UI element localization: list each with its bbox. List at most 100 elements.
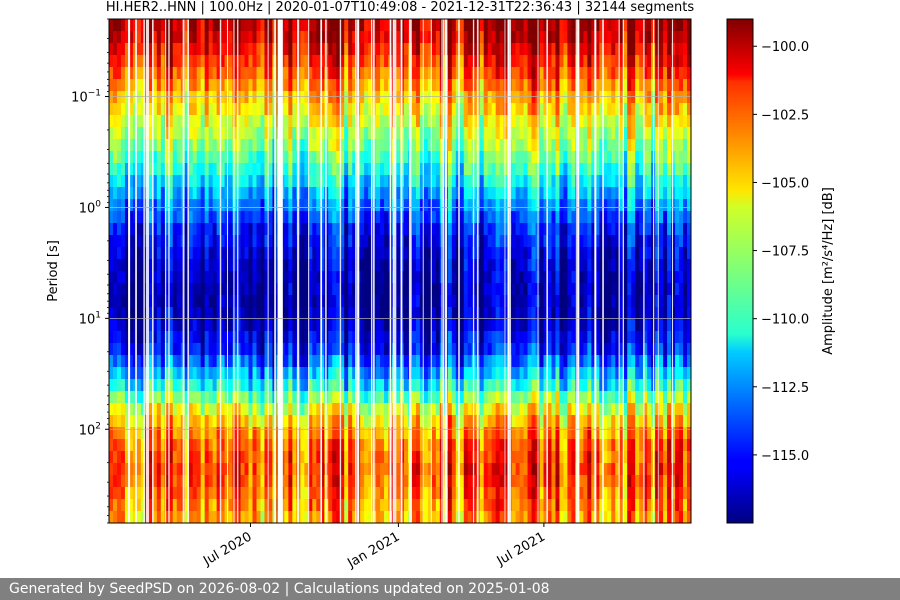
heatmap-cell [176,499,182,512]
heatmap-cell [128,439,134,452]
heatmap-cell [447,175,453,188]
heatmap-cell [479,43,485,56]
heatmap-cell [232,451,238,464]
heatmap-cell [168,259,174,272]
heatmap-cell [212,115,218,128]
heatmap-cell [136,43,142,56]
heatmap-cell [164,487,170,500]
heatmap-cell [567,319,573,332]
heatmap-cell [483,475,489,488]
heatmap-cell [368,139,373,152]
heatmap-cell [511,163,517,176]
heatmap-cell [124,223,130,236]
heatmap-cell [344,235,349,248]
heatmap-cell [300,199,305,212]
heatmap-cell [463,115,469,128]
heatmap-cell [411,379,417,392]
heatmap-cell [320,139,325,152]
heatmap-cell [228,475,234,488]
heatmap-cell [252,391,258,404]
heatmap-cell [236,67,242,80]
heatmap-cell [479,511,485,523]
heatmap-cell [109,19,114,32]
heatmap-cell [467,427,473,440]
heatmap-cell [503,295,509,308]
heatmap-cell [451,235,457,248]
heatmap-cell [140,415,146,428]
heatmap-cell [451,91,457,104]
heatmap-cell [423,199,429,212]
heatmap-cell [308,367,313,380]
heatmap-cell [519,499,525,512]
heatmap-cell [216,79,222,92]
heatmap-cell [140,307,146,320]
heatmap-cell [563,355,569,368]
heatmap-cell [172,163,178,176]
heatmap-cell [567,103,573,116]
heatmap-cell [332,247,337,260]
heatmap-cell [419,223,425,236]
heatmap-cell [539,295,545,308]
heatmap-cell [128,475,134,488]
heatmap-cell [479,355,485,368]
heatmap-cell [236,295,242,308]
heatmap-cell [463,307,469,320]
heatmap-cell [156,55,162,68]
heatmap-cell [483,223,489,236]
heatmap-cell [204,511,210,523]
heatmap-cell [431,463,437,476]
heatmap-cell [523,499,529,512]
heatmap-cell [204,355,210,368]
heatmap-cell [479,103,485,116]
heatmap-cell [192,187,198,200]
heatmap-cell [140,199,146,212]
heatmap-cell [136,91,142,104]
heatmap-cell [423,187,429,200]
heatmap-cell [160,475,166,488]
heatmap-cell [216,151,222,164]
heatmap-cell [531,451,537,464]
heatmap-cell [495,379,501,392]
heatmap-cell [487,79,493,92]
heatmap-cell [336,115,341,128]
heatmap-cell [160,367,166,380]
heatmap-cell [543,331,549,344]
heatmap-cell [112,319,118,332]
heatmap-cell [511,499,517,512]
heatmap-cell [248,343,254,356]
heatmap-cell [320,379,325,392]
heatmap-cell [435,235,441,248]
heatmap-cell [120,499,126,512]
heatmap-cell [467,247,473,260]
heatmap-cell [268,199,274,212]
heatmap-cell [112,223,118,236]
heatmap-cell [336,427,341,440]
heatmap-cell [112,427,118,440]
heatmap-cell [148,163,154,176]
heatmap-cell [268,319,274,332]
heatmap-cell [188,487,194,500]
heatmap-cell [459,463,465,476]
heatmap-cell [264,475,270,488]
heatmap-cell [308,259,313,272]
heatmap-cell [455,475,461,488]
heatmap-cell [172,247,178,260]
heatmap-cell [168,139,174,152]
heatmap-cell [308,343,313,356]
heatmap-cell [240,235,246,248]
heatmap-cell [551,223,557,236]
heatmap-cell [204,259,210,272]
heatmap-cell [200,127,206,140]
heatmap-cell [340,211,345,224]
heatmap-cell [156,199,162,212]
heatmap-cell [228,163,234,176]
heatmap-cell [216,271,222,284]
heatmap-cell [116,43,122,56]
heatmap-cell [112,187,118,200]
heatmap-cell [579,439,584,452]
heatmap-cell [160,439,166,452]
heatmap-cell [455,163,461,176]
heatmap-cell [380,67,385,80]
heatmap-cell [172,295,178,308]
heatmap-cell [304,511,309,523]
